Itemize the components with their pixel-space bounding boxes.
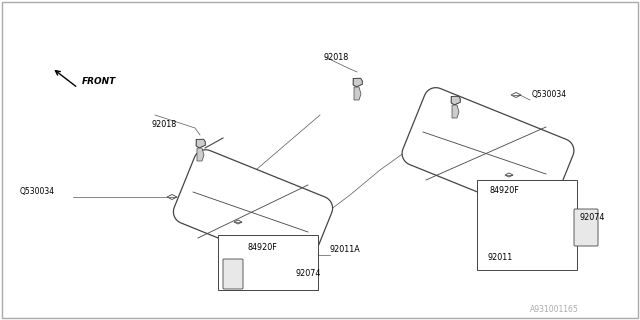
- Text: Q530034: Q530034: [532, 90, 567, 99]
- Text: 84920F: 84920F: [490, 186, 520, 195]
- Text: 92011A: 92011A: [330, 245, 361, 254]
- FancyBboxPatch shape: [574, 209, 598, 246]
- Text: 92011: 92011: [487, 253, 512, 262]
- FancyBboxPatch shape: [223, 259, 243, 289]
- FancyBboxPatch shape: [218, 235, 318, 290]
- Polygon shape: [452, 105, 459, 118]
- Polygon shape: [354, 87, 361, 100]
- Text: Q530034: Q530034: [20, 187, 55, 196]
- Polygon shape: [173, 150, 333, 270]
- Text: FRONT: FRONT: [82, 77, 116, 86]
- Polygon shape: [167, 195, 177, 199]
- Polygon shape: [505, 173, 513, 177]
- Polygon shape: [511, 92, 521, 98]
- FancyBboxPatch shape: [477, 180, 577, 270]
- Text: 92074: 92074: [295, 269, 321, 278]
- Text: A931001165: A931001165: [530, 305, 579, 314]
- Text: 92018: 92018: [324, 53, 349, 62]
- Polygon shape: [402, 88, 574, 216]
- Polygon shape: [196, 139, 205, 148]
- Text: 92018: 92018: [152, 120, 177, 129]
- Polygon shape: [353, 78, 362, 87]
- Polygon shape: [197, 148, 204, 161]
- Text: 92074: 92074: [580, 213, 605, 222]
- Polygon shape: [234, 220, 242, 224]
- Polygon shape: [451, 96, 460, 105]
- Text: 84920F: 84920F: [248, 243, 278, 252]
